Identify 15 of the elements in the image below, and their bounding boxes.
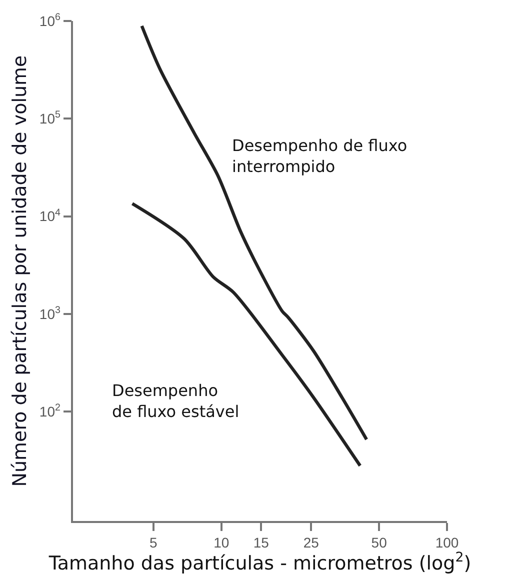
- x-tick-label: 25: [303, 534, 320, 551]
- y-axis-title: Número de partículas por unidade de volume: [8, 55, 31, 487]
- annotation: Desempenho de fluxo interrompido: [232, 136, 408, 176]
- y-tick-label: 10$^{3}$: [39, 305, 61, 322]
- x-tick-label: 15: [253, 534, 270, 551]
- y-tick-label: 10$^{5}$: [39, 110, 61, 127]
- y-tick-label: 10$^{6}$: [39, 12, 61, 29]
- annotation: Desempenho de fluxo estável: [112, 381, 240, 421]
- x-tick-label: 50: [371, 534, 388, 551]
- x-tick-label: 10: [214, 534, 230, 551]
- x-tick-label: 100: [435, 534, 459, 551]
- x-axis-title: Tamanho das partículas - micrometros (log$^{2}$): [48, 550, 472, 575]
- x-tick-label: 5: [150, 534, 158, 551]
- y-tick-label: 10$^{2}$: [39, 402, 60, 420]
- y-tick-label: 10$^{4}$: [39, 207, 61, 224]
